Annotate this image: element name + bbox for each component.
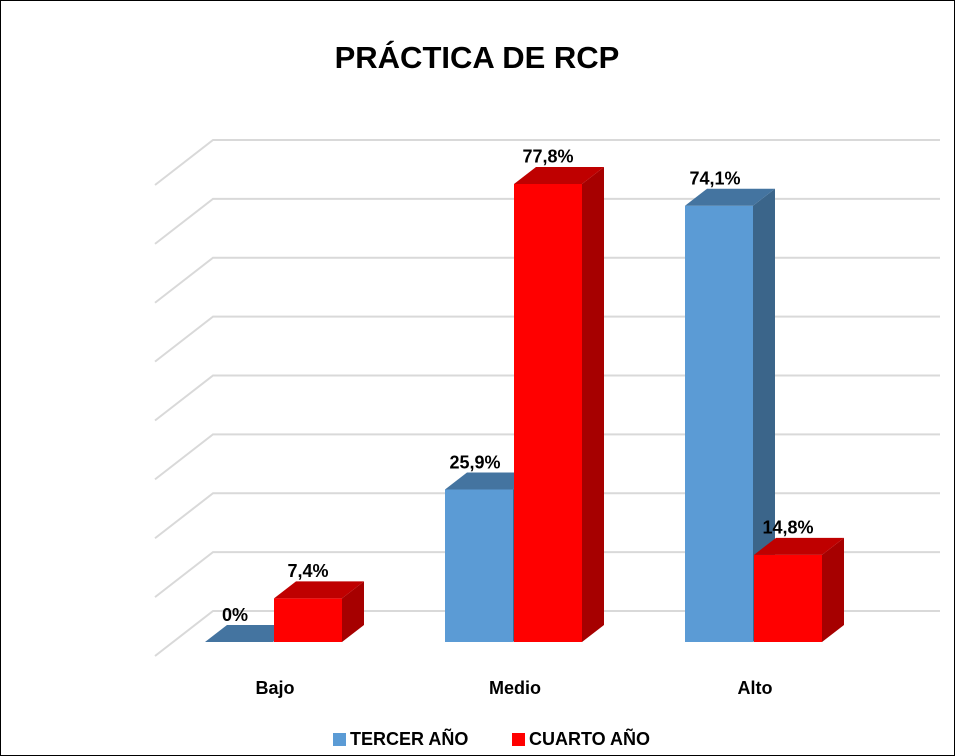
x-tick-label: Alto <box>738 678 773 698</box>
x-tick-label: Bajo <box>255 678 294 698</box>
bar-side <box>582 166 604 642</box>
legend-label: CUARTO AÑO <box>529 728 650 749</box>
bar-side <box>753 188 775 642</box>
bar-top <box>685 188 775 206</box>
data-label: 14,8% <box>762 518 813 538</box>
bar-front <box>445 489 513 642</box>
grid-line <box>154 139 940 186</box>
data-label: 7,4% <box>287 561 328 581</box>
bar-front <box>274 598 342 642</box>
legend-label: TERCER AÑO <box>350 728 468 749</box>
data-label: 77,8% <box>522 147 573 167</box>
legend-swatch <box>333 733 346 746</box>
bar-front <box>514 183 582 642</box>
data-label: 25,9% <box>449 452 500 472</box>
bar-top <box>514 166 604 184</box>
bar-top <box>445 472 535 490</box>
bar-side <box>342 581 364 642</box>
chart-title: PRÁCTICA DE RCP <box>335 40 620 75</box>
bar-top <box>754 537 844 555</box>
data-label: 0% <box>222 605 248 625</box>
bar-front <box>685 205 753 642</box>
bar-top <box>274 581 364 599</box>
data-label: 74,1% <box>689 168 740 188</box>
bar-side <box>822 537 844 642</box>
bar-front <box>754 554 822 642</box>
bar-top <box>205 625 295 642</box>
legend-swatch <box>512 733 525 746</box>
x-tick-label: Medio <box>489 678 541 698</box>
